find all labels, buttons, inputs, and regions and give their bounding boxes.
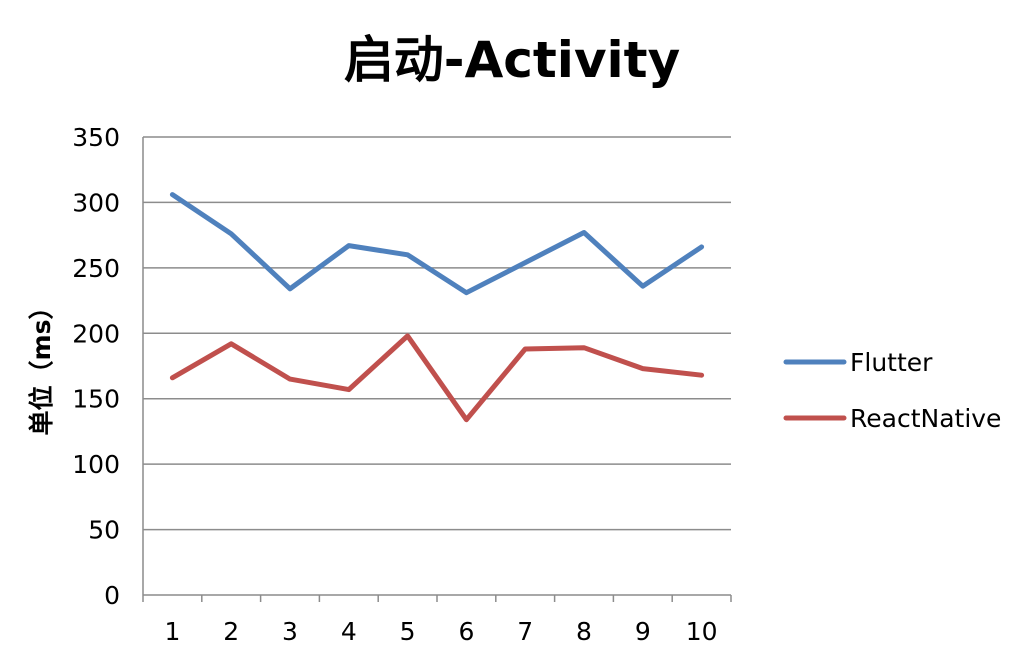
x-tick-label: 5	[400, 617, 416, 646]
legend: Flutter ReactNative	[783, 348, 1001, 433]
x-tick-label: 3	[282, 617, 298, 646]
x-tick-label: 4	[341, 617, 357, 646]
chart-title: 启动-Activity	[344, 31, 680, 89]
y-tick-label: 0	[104, 581, 120, 610]
grid-lines	[142, 136, 731, 596]
x-tick-label: 10	[686, 617, 718, 646]
y-tick-labels: 0 50 100 150 200 250 300 350	[72, 123, 120, 610]
x-tick-label: 6	[458, 617, 474, 646]
x-tick-label: 8	[576, 617, 592, 646]
x-tick-label: 9	[635, 617, 651, 646]
y-tick-label: 350	[72, 123, 120, 152]
y-tick-label: 100	[72, 450, 120, 479]
x-tick-label: 1	[164, 617, 180, 646]
y-tick-label: 50	[88, 516, 120, 545]
legend-label-flutter: Flutter	[850, 348, 933, 377]
y-tick-label: 300	[72, 188, 120, 217]
y-tick-label: 250	[72, 254, 120, 283]
y-tick-label: 200	[72, 319, 120, 348]
x-tick-label: 2	[223, 617, 239, 646]
x-tick-labels: 1 2 3 4 5 6 7 8 9 10	[142, 595, 732, 646]
series-line-flutter	[169, 192, 705, 296]
series-line-reactnative	[169, 333, 705, 423]
y-axis-label: 单位（ms）	[27, 295, 56, 436]
series-lines	[169, 192, 705, 423]
x-tick-label: 7	[517, 617, 533, 646]
y-tick-label: 150	[72, 385, 120, 414]
legend-label-reactnative: ReactNative	[850, 404, 1001, 433]
